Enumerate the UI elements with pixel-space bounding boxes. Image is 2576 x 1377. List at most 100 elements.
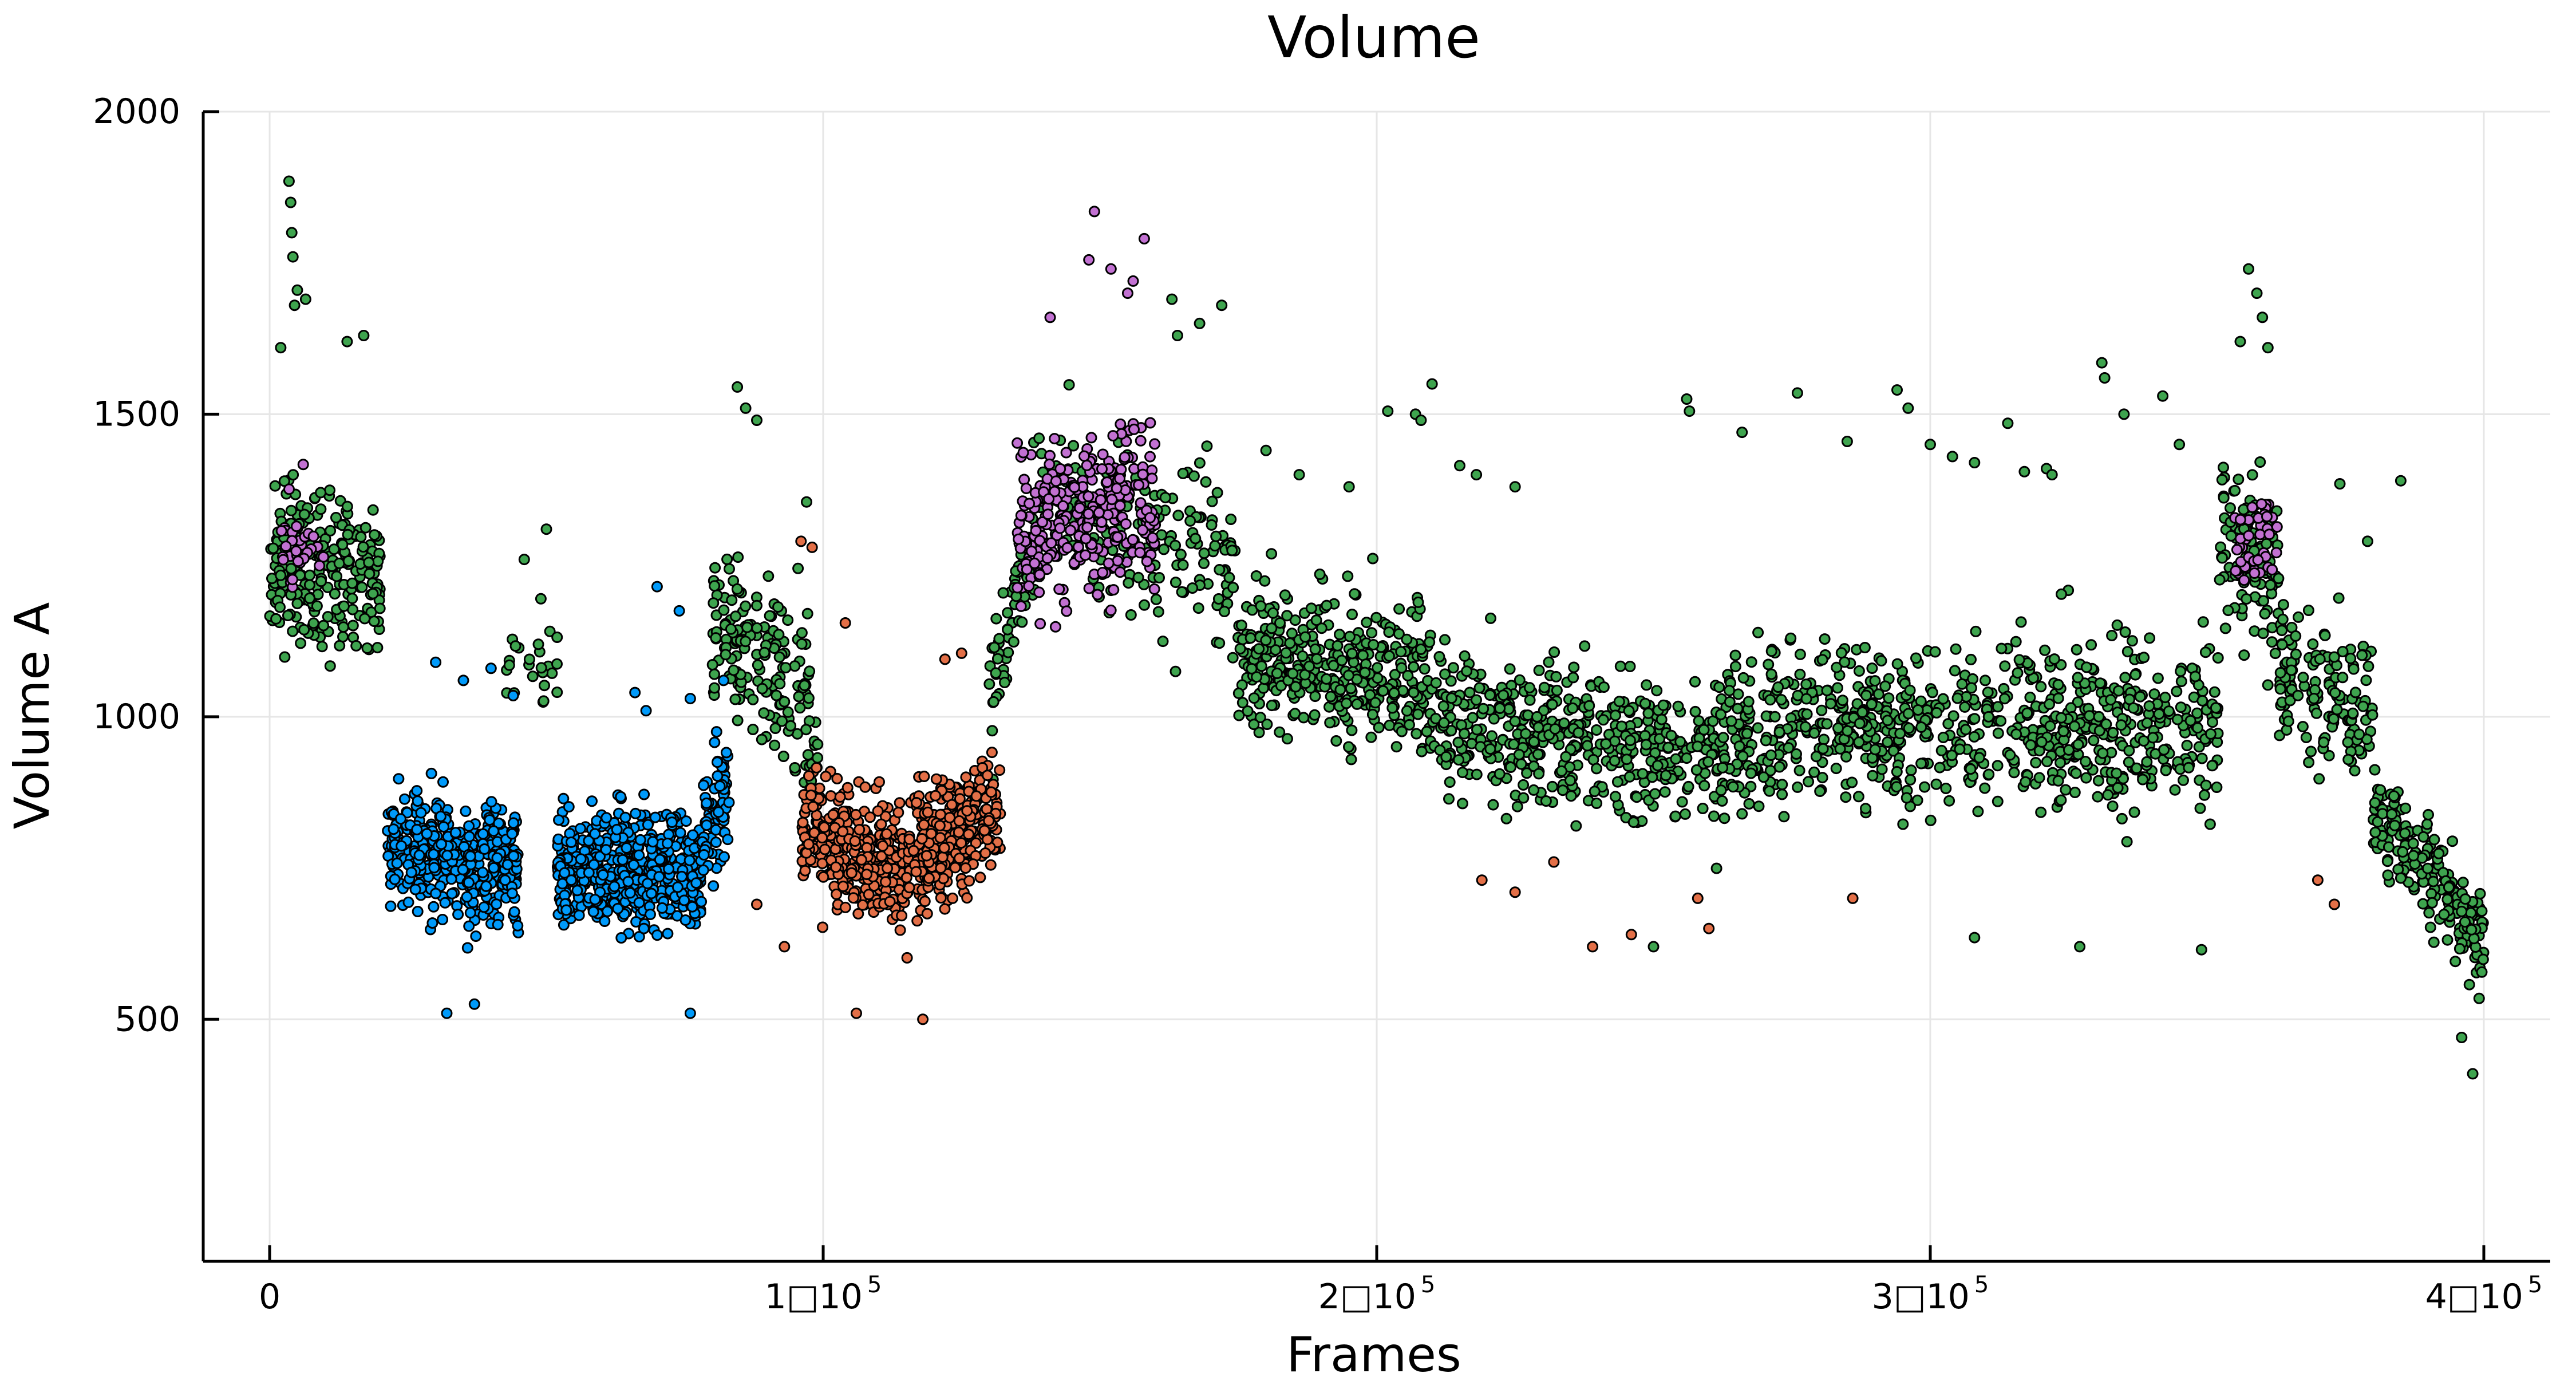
x-tick-exponent: 5 — [1974, 1272, 1989, 1298]
data-point — [1832, 682, 1843, 694]
data-point — [2033, 772, 2045, 784]
data-point — [1002, 607, 1014, 619]
data-point — [1500, 812, 1512, 824]
data-point — [2441, 893, 2453, 905]
data-point — [954, 793, 966, 805]
data-point — [1013, 533, 1025, 545]
data-point — [955, 837, 967, 849]
data-point — [1135, 435, 1147, 447]
data-point — [1847, 892, 1859, 904]
data-point — [291, 520, 302, 532]
data-point — [1370, 611, 1382, 624]
data-point — [449, 827, 461, 839]
data-point — [551, 686, 563, 699]
data-point — [1171, 330, 1183, 341]
data-point — [1123, 577, 1135, 589]
data-point — [439, 897, 451, 909]
data-point — [325, 524, 337, 536]
data-point — [1201, 440, 1213, 452]
data-point — [2008, 767, 2020, 779]
data-point — [2423, 808, 2434, 820]
data-point — [2428, 936, 2440, 948]
data-point — [1891, 766, 1903, 778]
data-point — [597, 869, 609, 881]
data-point — [315, 575, 327, 587]
data-point — [2134, 691, 2146, 703]
y-tick-label: 500 — [114, 999, 180, 1039]
data-point — [316, 641, 328, 653]
data-point — [2183, 762, 2195, 774]
data-point — [1144, 451, 1156, 463]
data-point — [1509, 715, 1521, 727]
data-point — [710, 632, 722, 644]
data-point — [1614, 660, 1626, 672]
data-point — [955, 647, 967, 659]
data-point — [1346, 648, 1358, 660]
data-point — [1266, 700, 1278, 712]
data-point — [633, 897, 645, 909]
data-point — [779, 941, 791, 953]
data-point — [2457, 877, 2469, 889]
data-point — [2303, 756, 2315, 768]
data-point — [499, 874, 511, 886]
data-point — [523, 653, 535, 665]
data-point — [428, 862, 440, 874]
data-point — [460, 805, 472, 817]
data-point — [1250, 570, 1262, 582]
data-point — [1439, 668, 1451, 680]
data-point — [435, 838, 447, 850]
data-point — [1791, 387, 1803, 399]
data-point — [1281, 610, 1293, 622]
data-point — [1524, 682, 1535, 694]
data-point — [2255, 498, 2267, 510]
data-point — [1366, 708, 1378, 720]
data-point — [372, 555, 384, 567]
data-point — [864, 811, 876, 823]
data-point — [2400, 802, 2412, 814]
data-point — [1002, 646, 1014, 658]
data-point — [989, 641, 1000, 653]
data-point — [1763, 658, 1775, 670]
data-point — [2196, 752, 2208, 764]
data-point — [583, 867, 595, 879]
data-point — [1733, 740, 1745, 752]
data-point — [1992, 701, 2004, 713]
data-point — [718, 674, 729, 686]
data-point — [991, 653, 1003, 665]
data-point — [1115, 464, 1127, 475]
data-point — [1965, 763, 1977, 775]
data-point — [921, 908, 933, 920]
data-point — [267, 542, 279, 554]
data-point — [2234, 514, 2246, 526]
data-point — [2225, 502, 2236, 514]
data-point — [2107, 727, 2119, 739]
data-point — [1341, 697, 1352, 709]
data-point — [678, 894, 690, 906]
data-point — [457, 674, 469, 686]
data-point — [2305, 745, 2317, 757]
data-point — [1943, 795, 1955, 807]
data-point — [2348, 663, 2360, 675]
data-point — [2018, 465, 2030, 478]
data-point — [1346, 724, 1358, 736]
data-point — [1175, 549, 1187, 561]
data-point — [1729, 649, 1741, 661]
data-point — [1689, 676, 1701, 688]
data-point — [2138, 652, 2150, 664]
data-point — [2395, 475, 2407, 487]
data-point — [806, 541, 818, 553]
data-point — [1583, 700, 1595, 712]
data-point — [1456, 767, 1468, 779]
data-point — [1901, 792, 1913, 804]
data-point — [2094, 677, 2106, 689]
data-point — [1033, 432, 1045, 444]
data-point — [1690, 764, 1702, 776]
data-point — [1072, 541, 1084, 553]
data-point — [1662, 741, 1674, 753]
data-point — [959, 862, 971, 874]
data-point — [1582, 740, 1593, 752]
data-point — [1361, 617, 1373, 629]
data-point — [1330, 735, 1342, 747]
data-point — [1345, 682, 1357, 695]
data-point — [1972, 806, 1984, 818]
